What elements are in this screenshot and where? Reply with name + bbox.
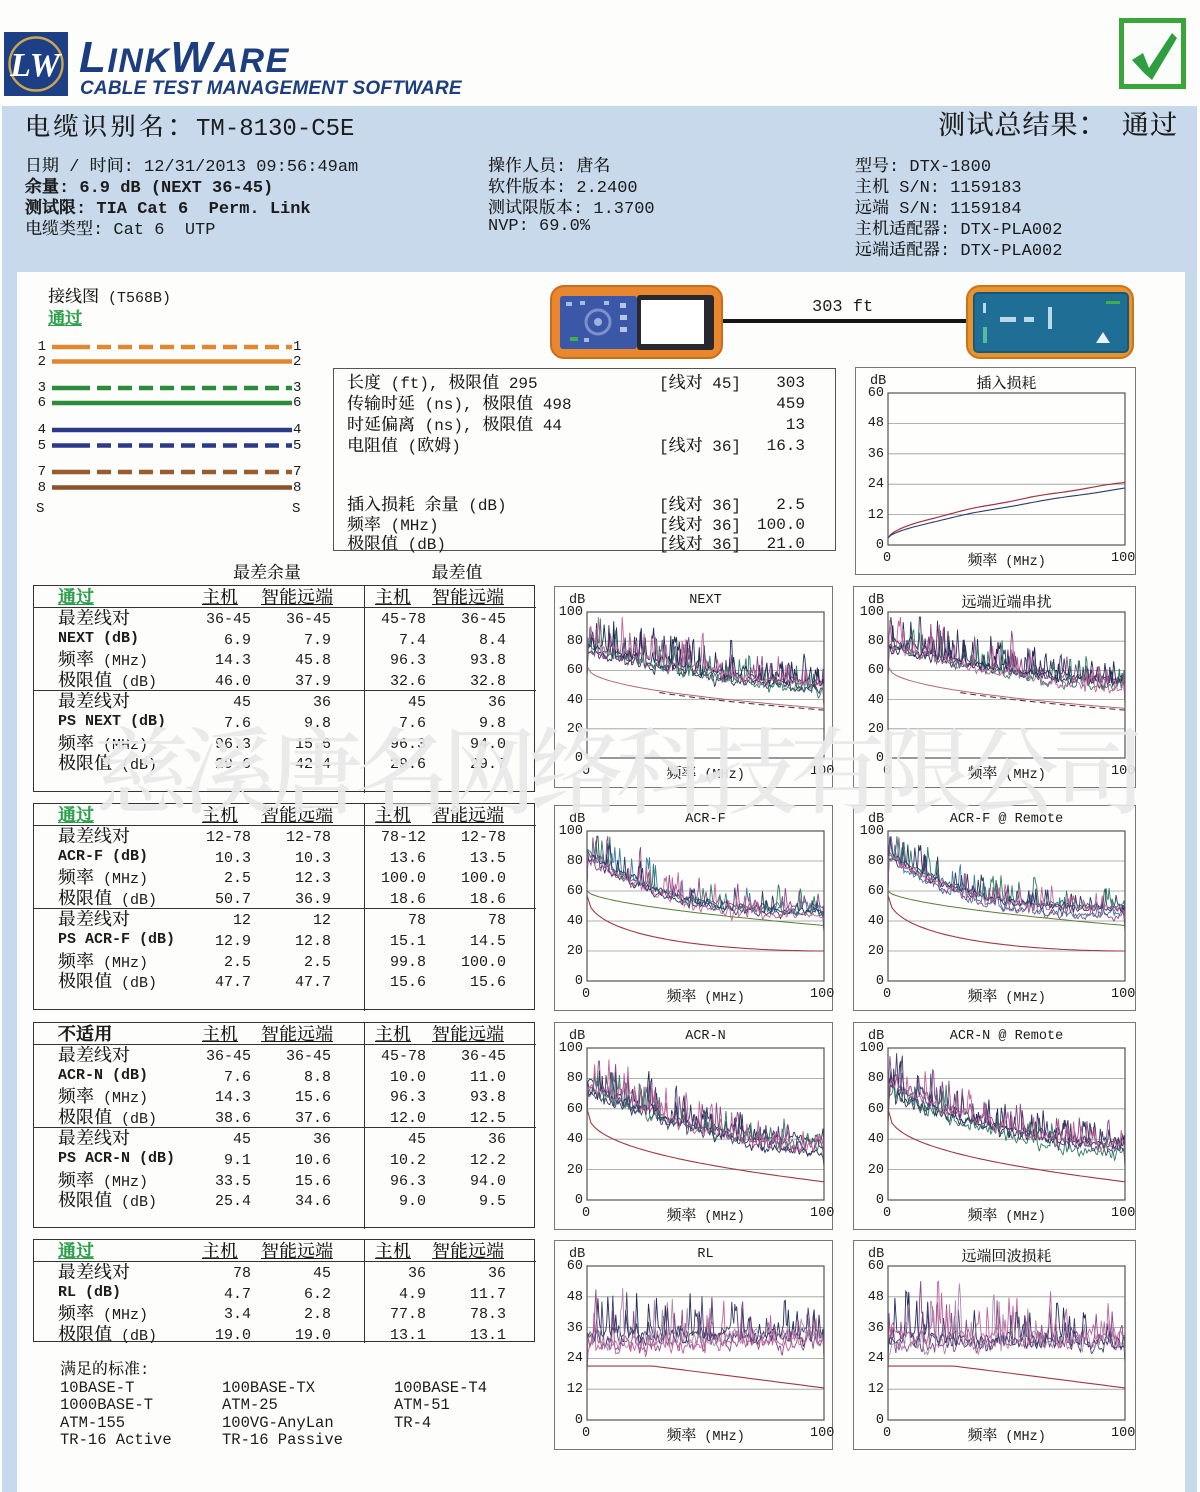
svg-text:LW: LW xyxy=(9,47,63,84)
